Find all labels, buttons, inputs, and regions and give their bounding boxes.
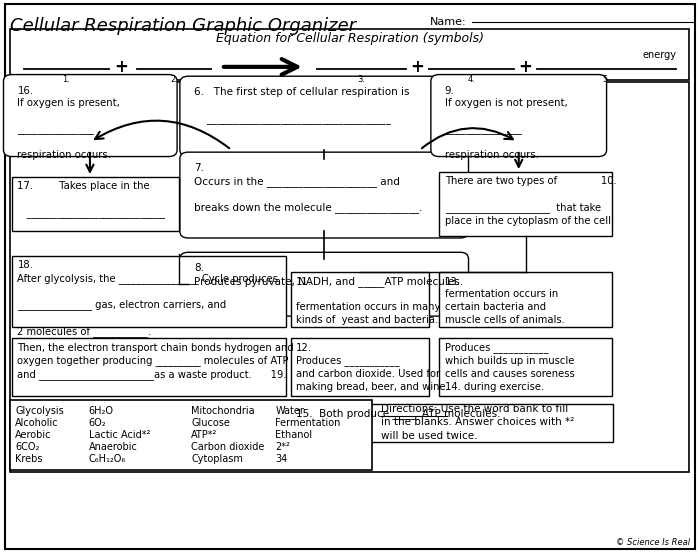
Text: 9.
If oxygen is not present,

_______________

respiration occurs.: 9. If oxygen is not present, ___________… [444,86,568,160]
FancyBboxPatch shape [12,338,286,396]
Text: +: + [410,58,424,76]
Text: Glucose: Glucose [191,418,230,428]
Text: Fermentation: Fermentation [275,418,341,428]
FancyBboxPatch shape [180,152,468,238]
Text: +: + [518,58,532,76]
FancyBboxPatch shape [180,252,468,316]
Text: Krebs: Krebs [15,454,43,464]
Text: Cellular Respiration Graphic Organizer: Cellular Respiration Graphic Organizer [10,17,356,35]
FancyBboxPatch shape [431,75,607,156]
Text: Lactic Acid*²: Lactic Acid*² [88,430,150,440]
FancyBboxPatch shape [180,76,468,156]
FancyBboxPatch shape [10,400,372,470]
Text: +: + [114,58,128,76]
FancyBboxPatch shape [5,4,695,549]
FancyBboxPatch shape [439,172,612,236]
Text: Carbon dioxide: Carbon dioxide [191,442,265,452]
Text: Directions: Use the word bank to fill
in the blanks. Answer choices with *²
will: Directions: Use the word bank to fill in… [382,404,575,441]
Text: 6H₂O: 6H₂O [88,406,113,416]
Text: Mitochondria: Mitochondria [191,406,255,416]
FancyBboxPatch shape [12,255,286,327]
Text: 2.: 2. [170,75,178,84]
Text: There are two types of              10.

_____________________  that take
place : There are two types of 10. _____________… [444,176,617,226]
FancyBboxPatch shape [439,272,612,327]
Text: 6.   The first step of cellular respiration is

    ____________________________: 6. The first step of cellular respiratio… [194,87,410,124]
Text: 7.
Occurs in the _____________________ and

breaks down the molecule ___________: 7. Occurs in the _____________________ a… [194,163,422,213]
Text: Produces ___________
which builds up in muscle
cells and causes soreness
14. dur: Produces ___________ which builds up in … [444,342,575,392]
FancyBboxPatch shape [290,272,429,327]
Text: 1.: 1. [62,75,70,84]
Text: Aerobic: Aerobic [15,430,52,440]
FancyBboxPatch shape [290,338,429,396]
Text: Name:: Name: [430,17,467,27]
Text: Anaerobic: Anaerobic [88,442,137,452]
FancyBboxPatch shape [439,338,612,396]
Text: 6O₂: 6O₂ [88,418,106,428]
Text: 13.
fermentation occurs in
certain bacteria and
muscle cells of animals.: 13. fermentation occurs in certain bacte… [444,276,565,325]
Text: Glycolysis: Glycolysis [15,406,64,416]
Text: 18.
After glycolysis, the ________________ Cycle produces

_______________ gas, : 18. After glycolysis, the ______________… [18,260,279,337]
Text: 3.: 3. [357,75,365,84]
Text: 2*²: 2*² [275,442,290,452]
FancyBboxPatch shape [10,29,689,80]
Text: 16.
If oxygen is present,

_______________

respiration occurs.: 16. If oxygen is present, ______________… [18,86,120,160]
FancyBboxPatch shape [10,82,689,472]
Text: ATP*²: ATP*² [191,430,218,440]
Text: Ethanol: Ethanol [275,430,312,440]
Text: 17.        Takes place in the

   ___________________________: 17. Takes place in the _________________… [18,181,166,218]
Text: C₆H₁₂O₆: C₆H₁₂O₆ [88,454,126,464]
Text: 15.  Both produce _____ ATP molecules.: 15. Both produce _____ ATP molecules. [296,409,500,420]
Text: 8.
Produces pyruvate, NADH, and _____ATP molecules.: 8. Produces pyruvate, NADH, and _____ATP… [194,263,463,287]
Text: © Science Is Real: © Science Is Real [616,538,690,547]
Text: 34: 34 [275,454,288,464]
FancyBboxPatch shape [4,75,177,156]
FancyBboxPatch shape [290,404,613,441]
Text: 12.
Produces ___________
and carbon dioxide. Used for
making bread, beer, and wi: 12. Produces ___________ and carbon diox… [296,342,449,392]
Text: Cytoplasm: Cytoplasm [191,454,243,464]
Text: Water: Water [275,406,304,416]
Text: energy: energy [643,50,676,60]
Text: 4.: 4. [468,75,475,84]
Text: Equation for Cellular Respiration (symbols): Equation for Cellular Respiration (symbo… [216,32,484,45]
Text: 5.: 5. [603,75,610,84]
Text: Alcoholic: Alcoholic [15,418,59,428]
Text: 11.

fermentation occurs in many
kinds of  yeast and bacteria.: 11. fermentation occurs in many kinds of… [296,276,441,325]
FancyBboxPatch shape [12,177,179,231]
Text: Then, the electron transport chain bonds hydrogen and
oxygen together producing : Then, the electron transport chain bonds… [18,342,294,380]
Text: 6CO₂: 6CO₂ [15,442,40,452]
